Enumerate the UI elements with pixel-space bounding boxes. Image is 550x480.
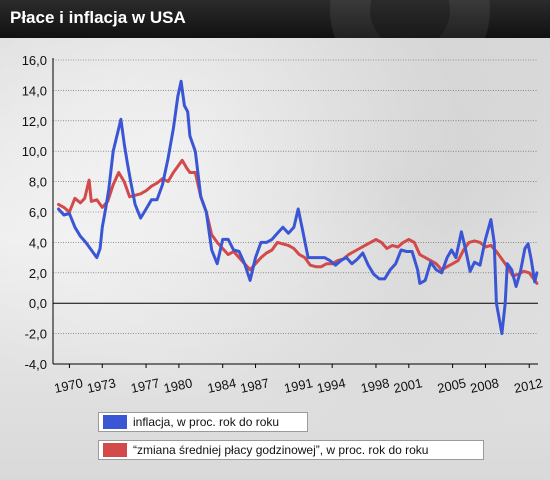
x-axis-ticks: 1970 1973 1977 1980 1984 1987 1991 1994 1998 2001…	[53, 364, 544, 396]
y-tick-label: 14,0	[22, 83, 47, 98]
x-tick-label: 2008	[469, 375, 500, 396]
y-tick-label: 4,0	[29, 235, 47, 250]
title-bar: Płace i inflacja w USA	[0, 0, 550, 38]
y-tick-label: 16,0	[22, 53, 47, 68]
legend-swatch-inflation	[103, 415, 127, 429]
x-tick-label: 1991	[283, 375, 314, 396]
y-tick-label: -2,0	[25, 327, 47, 342]
legend-item-inflation: inflacja, w proc. rok do roku	[98, 412, 308, 432]
x-tick-label: 1984	[206, 375, 237, 396]
y-tick-label: 10,0	[22, 144, 47, 159]
x-tick-label: 2005	[436, 375, 467, 396]
x-tick-label: 1987	[239, 375, 270, 396]
x-tick-label: 1994	[316, 375, 347, 396]
legend-item-wages: “zmiana średniej płacy godzinowej”, w pr…	[98, 440, 484, 460]
legend-label-wages: “zmiana średniej płacy godzinowej”, w pr…	[133, 443, 429, 457]
y-tick-label: 2,0	[29, 266, 47, 281]
y-tick-label: 8,0	[29, 175, 47, 190]
x-tick-label: 2001	[392, 375, 423, 396]
y-tick-label: 6,0	[29, 205, 47, 220]
chart-title: Płace i inflacja w USA	[10, 8, 186, 27]
x-tick-label: 1998	[359, 375, 390, 396]
decorative-disc	[370, 0, 450, 38]
series-lines	[57, 79, 539, 336]
x-tick-label: 1977	[129, 375, 160, 396]
x-tick-label: 1980	[162, 375, 193, 396]
x-tick-label: 2012	[513, 375, 544, 396]
y-tick-label: 0,0	[29, 296, 47, 311]
legend-swatch-wages	[103, 443, 127, 457]
inflation-line	[57, 79, 539, 336]
x-tick-label: 1973	[86, 375, 117, 396]
y-tick-label: 12,0	[22, 114, 47, 129]
legend-label-inflation: inflacja, w proc. rok do roku	[133, 415, 280, 429]
decorative-disc	[330, 0, 490, 38]
y-axis-ticks: 16,0 14,0 12,0 10,0 8,0 6,0 4,0 2,0 0,0 -2,0 -4,0	[22, 53, 47, 372]
y-tick-label: -4,0	[25, 357, 47, 372]
x-tick-label: 1970	[53, 375, 84, 396]
wages-line	[57, 158, 539, 285]
grid-lines	[52, 58, 538, 365]
